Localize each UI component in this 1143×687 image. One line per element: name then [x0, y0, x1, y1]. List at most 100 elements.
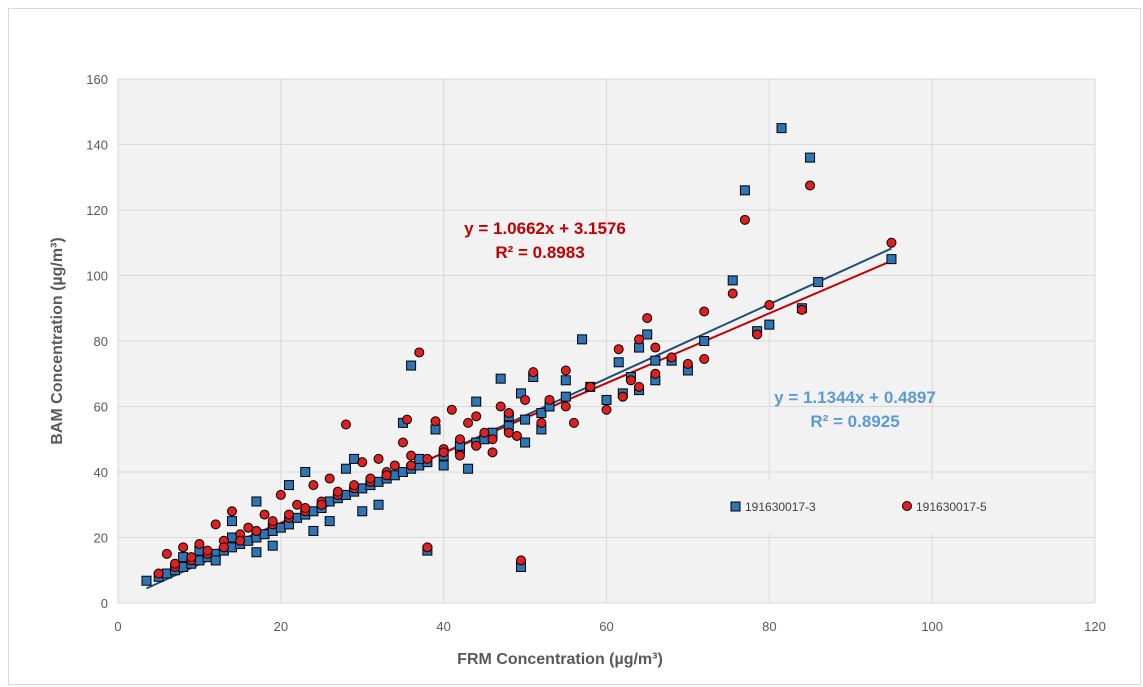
data-point-series-2	[332, 486, 343, 497]
data-point-series-2	[634, 381, 645, 392]
data-point-series-2	[226, 506, 237, 517]
data-point-series-2	[601, 404, 612, 415]
data-point-series-1	[308, 525, 319, 536]
data-point-series-1	[886, 254, 897, 265]
data-point-series-2	[402, 414, 413, 425]
data-point-series-2	[471, 411, 482, 422]
data-point-series-1	[776, 123, 787, 134]
data-point-series-2	[503, 408, 514, 419]
data-point-series-2	[585, 381, 596, 392]
data-point-series-2	[528, 367, 539, 378]
y-tick-label: 100	[86, 269, 108, 284]
data-point-series-2	[479, 427, 490, 438]
data-point-series-1	[141, 575, 152, 586]
data-point-series-2	[520, 394, 531, 405]
legend-background	[656, 480, 1069, 533]
data-point-series-1	[300, 467, 311, 477]
data-point-series-1	[560, 391, 571, 402]
data-point-series-2	[699, 354, 710, 365]
data-point-series-2	[194, 539, 205, 550]
data-point-series-1	[536, 408, 547, 419]
data-point-series-2	[796, 304, 807, 315]
data-point-series-2	[650, 342, 661, 353]
data-point-series-2	[487, 434, 498, 445]
x-tick-label: 0	[114, 619, 121, 634]
data-point-series-2	[487, 447, 498, 458]
legend: 191630017-3 191630017-5	[656, 480, 1069, 533]
x-tick-label: 20	[274, 619, 288, 634]
data-point-series-1	[642, 329, 653, 340]
data-point-series-2	[365, 473, 376, 484]
data-point-series-2	[625, 375, 636, 386]
data-point-series-2	[568, 417, 579, 428]
data-point-series-2	[169, 558, 180, 569]
x-tick-label: 80	[762, 619, 776, 634]
y-tick-label: 20	[94, 531, 108, 546]
data-point-series-2	[324, 473, 335, 484]
data-point-series-2	[739, 214, 750, 225]
x-tick-label: 40	[436, 619, 450, 634]
data-point-series-2	[503, 427, 514, 438]
data-point-series-1	[226, 516, 237, 527]
x-tick-label: 120	[1084, 619, 1106, 634]
data-point-series-2	[699, 306, 710, 317]
y-tick-label: 140	[86, 138, 108, 153]
data-point-series-1	[251, 496, 262, 507]
data-point-series-2	[414, 347, 425, 358]
data-point-series-2	[805, 180, 816, 191]
y-axis-title: BAM Concentration (µg/m³)	[49, 237, 66, 444]
data-point-series-1	[430, 424, 441, 435]
data-point-series-2	[300, 503, 311, 514]
data-point-series-1	[634, 342, 645, 353]
data-point-series-1	[727, 275, 738, 286]
data-point-series-2	[560, 401, 571, 412]
data-point-series-2	[340, 419, 351, 430]
data-point-series-2	[267, 516, 278, 527]
data-point-series-1	[438, 460, 449, 471]
data-point-series-2	[381, 470, 392, 481]
x-axis-tick-labels: 0 20 40 60 80 100 120	[114, 619, 1105, 634]
y-axis-tick-labels: 0 20 40 60 80 100 120 140 160	[86, 72, 108, 611]
data-point-series-1	[210, 555, 221, 566]
data-point-series-2	[202, 545, 213, 556]
data-point-series-1	[520, 414, 531, 425]
data-point-series-2	[308, 480, 319, 491]
data-point-series-1	[373, 499, 384, 510]
data-point-series-2	[886, 237, 897, 248]
data-point-series-2	[283, 509, 294, 520]
x-tick-label: 60	[599, 619, 613, 634]
data-point-series-1	[267, 540, 278, 551]
data-point-series-2	[438, 447, 449, 458]
y-tick-label: 120	[86, 203, 108, 218]
blue-series-r2: R² = 0.8925	[810, 412, 899, 431]
data-point-series-1	[813, 277, 824, 288]
data-point-series-2	[153, 568, 164, 579]
data-point-series-2	[186, 552, 197, 563]
data-point-series-2	[178, 542, 189, 553]
data-point-series-2	[406, 450, 417, 461]
data-point-series-2	[349, 480, 360, 491]
data-point-series-2	[275, 489, 286, 500]
data-point-series-2	[210, 519, 221, 530]
data-point-series-2	[752, 329, 763, 340]
data-point-series-1	[739, 185, 750, 196]
data-point-series-2	[642, 313, 653, 324]
data-point-series-2	[727, 288, 738, 299]
data-point-series-2	[316, 499, 327, 510]
legend-marker-square	[730, 501, 741, 512]
legend-label-series-2: 191630017-5	[916, 500, 987, 514]
data-point-series-2	[617, 391, 628, 402]
data-point-series-2	[430, 416, 441, 427]
data-point-series-2	[357, 457, 368, 468]
data-point-series-2	[650, 368, 661, 379]
data-point-series-1	[357, 506, 368, 517]
data-point-series-1	[577, 334, 588, 345]
data-point-series-2	[613, 344, 624, 355]
data-point-series-1	[340, 463, 351, 474]
data-point-series-2	[454, 434, 465, 445]
x-axis-title: FRM Concentration (µg/m³)	[457, 651, 663, 668]
data-point-series-2	[446, 404, 457, 415]
y-tick-label: 60	[94, 400, 108, 415]
data-point-series-1	[560, 375, 571, 386]
